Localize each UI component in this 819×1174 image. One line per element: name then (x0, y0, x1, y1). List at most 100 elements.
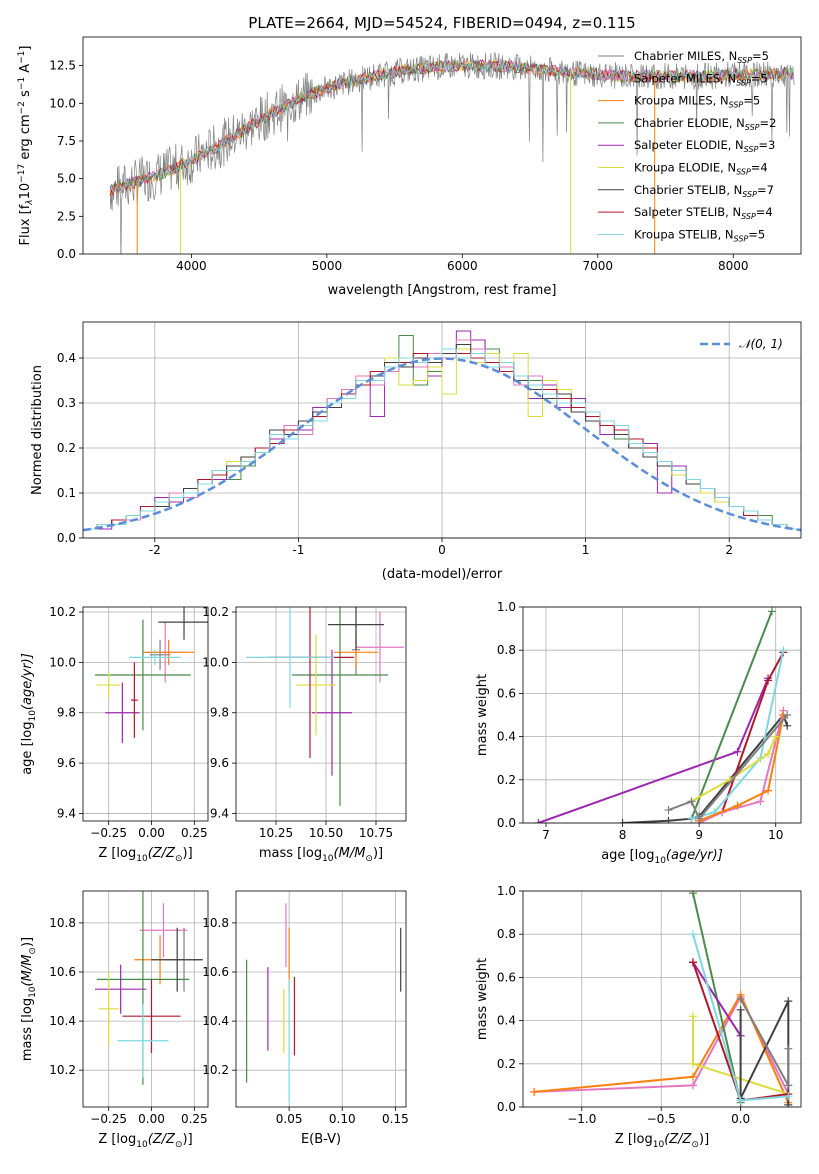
x-tick-label: 0.00 (138, 826, 165, 840)
y-tick-label: 0.0 (57, 247, 76, 261)
y-tick-label: 10.2 (49, 605, 76, 619)
y-tick-label: 10.6 (49, 965, 76, 979)
gaussian-curve (83, 357, 801, 532)
y-tick-label: 9.4 (57, 806, 76, 820)
legend-label: Salpeter STELIB, N (634, 205, 741, 219)
weight-marker-salpeter_elodie (733, 747, 742, 756)
weight-line-salpeter_elodie (692, 961, 742, 1037)
weight-marker-chabrier_elodie (767, 607, 776, 616)
x-axis-label-part: Z [log (615, 1132, 653, 1147)
legend-subscript: SSP (736, 168, 751, 177)
weight-marker-salpeter_miles (756, 797, 765, 806)
x-tick-label: 10.75 (359, 826, 393, 840)
plot-area (94, 891, 203, 1085)
axes-frame (522, 890, 802, 1108)
weight-marker-chabrier_stelib (736, 1005, 745, 1014)
y-tick-label: 10.0 (49, 655, 76, 669)
legend-value: =7 (757, 183, 774, 197)
x-tick-label: 9 (695, 828, 703, 842)
y-tick-label: 1.0 (497, 884, 516, 898)
weight-marker-chabrier_stelib (618, 819, 627, 823)
weight-line-salpeter_miles (698, 710, 785, 823)
x-tick-label: 0.10 (329, 1112, 356, 1126)
legend-label-gaussian: 𝒩(0, 1) (739, 337, 783, 351)
x-tick-label: 0 (438, 543, 446, 557)
weight-line-chabrier_elodie (690, 610, 773, 820)
x-axis-label-subscript: 10 (136, 1140, 148, 1150)
legend-subscript: SSP (736, 78, 751, 87)
y-tick-label: 0.8 (497, 643, 516, 657)
weight-line-chabrier_miles (739, 998, 790, 1086)
weight-marker-kroupa_miles (733, 801, 742, 810)
weight-marker-chabrier_elodie (688, 891, 697, 898)
x-tick-label: 0.25 (181, 826, 208, 840)
plot-area (109, 51, 795, 254)
legend-subscript: SSP (745, 123, 760, 132)
x-axis-label: Z [log10(Z/Z⊙)] (615, 1132, 709, 1150)
x-axis-label-subscript: 10 (653, 1140, 665, 1150)
y-tick-label: 10.2 (202, 605, 229, 619)
axes-frame (82, 36, 802, 255)
x-tick-label: 8000 (718, 259, 749, 273)
x-tick-label: 0.25 (181, 1112, 208, 1126)
y-axis-label-part: Flux [f (18, 204, 33, 245)
y-tick-label: 10.2 (49, 1063, 76, 1077)
y-tick-label: 1.0 (497, 600, 516, 614)
y-axis-label-part: ] (18, 46, 33, 51)
label-symbol: ⊙ (28, 947, 38, 955)
y-axis-label-part: 10 (18, 183, 33, 200)
weight-marker-salpeter_stelib (764, 676, 773, 685)
x-tick-label: 1 (582, 543, 590, 557)
y-axis-label: age [log10(age/yr)] (20, 653, 38, 775)
y-tick-label: 9.4 (210, 806, 229, 820)
weight-marker-kroupa_stelib (687, 814, 696, 823)
y-tick-label: 9.8 (210, 706, 229, 720)
x-axis-label-part: Z [log (98, 846, 136, 861)
y-tick-label: 10.0 (49, 96, 76, 110)
plot-area (534, 607, 792, 823)
axes-frame (522, 606, 802, 824)
axes-frame (235, 606, 407, 822)
weight-marker-chabrier_miles (687, 797, 696, 806)
legend-entry: Salpeter ELODIE, NSSP=3 (634, 138, 775, 154)
legend-subscript: SSP (744, 145, 759, 154)
x-tick-label: 5000 (312, 259, 343, 273)
y-axis-label: Normed distribution (30, 365, 45, 495)
plot-area (246, 607, 404, 806)
y-axis-label-subscript: 10 (28, 986, 38, 998)
x-tick-label: 0.05 (276, 1112, 303, 1126)
x-axis-label-part: (Z/Z (148, 1132, 176, 1147)
y-axis-label: mass weight (475, 674, 490, 756)
axes-frame (82, 890, 209, 1108)
y-tick-label: 0.2 (57, 441, 76, 455)
panel-mass_vs_age: 10.25 10.50 10.75 9.4 9.6 9.8 10.0 10.2 mass [lo… (202, 605, 407, 864)
panel-z_weights: −1.0 −0.5 0.0 0.0 0.2 0.4 0.6 0.8 1.0 Z [log10(Z/… (475, 884, 802, 1150)
weight-marker-kroupa_miles (688, 1072, 697, 1081)
legend-label: Kroupa ELODIE, N (634, 161, 736, 175)
x-axis-label-part: mass [log (259, 846, 322, 861)
y-axis-label-part: age [log (20, 722, 35, 775)
x-tick-label: −0.25 (90, 1112, 127, 1126)
y-tick-label: 0.2 (497, 1057, 516, 1071)
x-tick-label: 4000 (176, 259, 207, 273)
chart-title: PLATE=2664, MJD=54524, FIBERID=0494, z=0… (248, 14, 635, 32)
weight-marker-salpeter_elodie (534, 819, 543, 823)
y-axis-label-subscript: 10 (28, 710, 38, 722)
weight-marker-kroupa_miles (764, 786, 773, 795)
y-tick-label: 10.6 (202, 965, 229, 979)
x-axis-label: mass [log10(M/M⊙)] (259, 846, 383, 864)
x-axis-label-part: Z [log (98, 1132, 136, 1147)
x-axis-label: Z [log10(Z/Z⊙)] (98, 1132, 192, 1150)
weight-marker-chabrier_stelib (784, 997, 793, 1006)
weight-line-chabrier_miles (668, 714, 788, 821)
x-tick-label: 10.50 (309, 826, 343, 840)
y-axis-label-part: −17 (17, 164, 27, 183)
panel-z_vs_age: −0.25 0.00 0.259.49.69.810.010.2Z [log10(Z… (20, 605, 209, 864)
weight-marker-kroupa_stelib (784, 1092, 793, 1101)
legend-entry: Chabrier ELODIE, NSSP=2 (634, 116, 776, 132)
weight-marker-chabrier_miles (736, 995, 745, 1003)
x-axis-label-part: (age/yr)] (666, 848, 723, 863)
y-axis-label: Flux [fλ10−17 erg cm−2 s−1 A−1] (17, 46, 35, 246)
plot-area (246, 903, 402, 1103)
